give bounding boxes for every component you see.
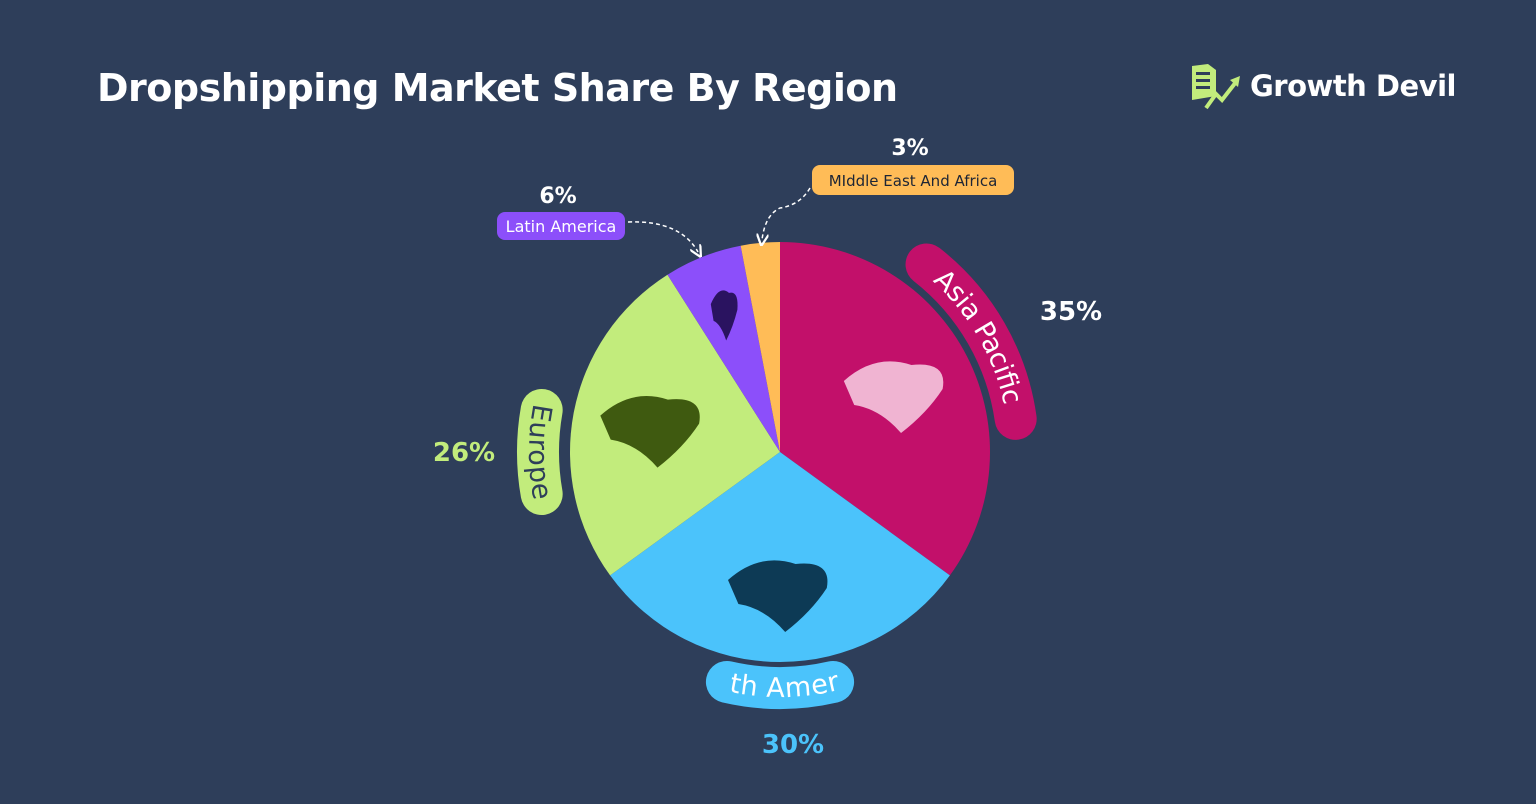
brand-logo: Growth Devil xyxy=(1186,62,1456,110)
brand-name: Growth Devil xyxy=(1250,69,1456,103)
slice-label-europe: Europe xyxy=(522,402,557,501)
label-pill-asia-pacific xyxy=(905,243,1037,440)
mea-label-pill xyxy=(812,165,1014,195)
pie-slice-latin-america xyxy=(667,245,780,452)
pie-slice-middle-east-and-africa xyxy=(740,242,780,452)
pie-slice-north-america xyxy=(610,452,950,662)
label-pill-north-america xyxy=(705,660,855,709)
north-america-pct: 30% xyxy=(762,730,824,760)
south-america-map-icon xyxy=(710,290,738,341)
asia-map-icon xyxy=(843,361,944,433)
north-america-map-icon xyxy=(728,560,828,632)
latin-america-pct: 6% xyxy=(539,184,576,209)
growth-building-icon xyxy=(1192,64,1240,110)
page-title: Dropshipping Market Share By Region xyxy=(97,66,898,110)
latin-america-label: Latin America xyxy=(506,217,617,236)
mea-label: MIddle East And Africa xyxy=(829,172,998,190)
mea-callout-arrow xyxy=(762,187,811,240)
europe-map-icon xyxy=(600,396,700,468)
asia-pacific-pct: 35% xyxy=(1040,297,1102,327)
europe-pct: 26% xyxy=(433,438,495,468)
mea-pct: 3% xyxy=(891,136,928,161)
latin-america-callout-arrow xyxy=(627,221,698,252)
latin-america-label-pill xyxy=(497,212,625,240)
label-pill-europe xyxy=(517,388,563,516)
